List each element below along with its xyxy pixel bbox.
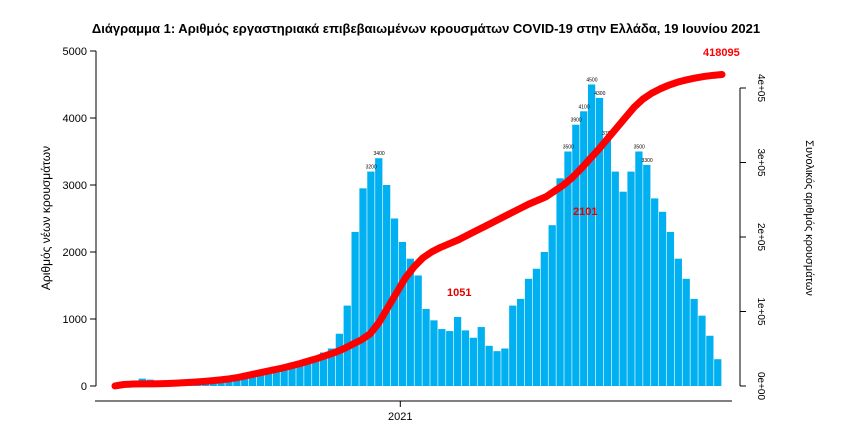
bar	[540, 252, 548, 386]
bar	[383, 185, 391, 386]
bar	[201, 383, 209, 386]
y-axis-left: 0 1000 2000 3000 4000 5000	[63, 46, 97, 393]
bar	[643, 164, 651, 386]
bar	[217, 382, 225, 386]
bar	[619, 191, 627, 386]
cumulative-line	[111, 71, 726, 390]
bar	[469, 337, 477, 386]
bar	[351, 231, 359, 386]
bar	[209, 383, 217, 386]
bar	[698, 315, 706, 386]
bar	[587, 84, 596, 386]
bar	[327, 348, 336, 386]
bar	[446, 331, 454, 386]
bar	[485, 345, 493, 386]
bar	[564, 151, 572, 386]
bar	[438, 329, 446, 386]
bar	[556, 178, 564, 386]
bar	[367, 171, 375, 386]
annotation-418095: 418095	[703, 47, 740, 59]
bar	[422, 308, 430, 386]
bar	[280, 368, 288, 386]
y-tick-label: 1000	[63, 314, 87, 326]
bar	[501, 348, 509, 386]
bar-value-label: 3400	[374, 151, 385, 157]
bar-value-label: 4500	[586, 78, 597, 84]
bar	[714, 359, 722, 386]
bar	[296, 363, 304, 386]
bar	[658, 211, 667, 386]
y2-tick-label: 3e+05	[755, 148, 766, 177]
bar	[335, 333, 343, 386]
bar-value-label: 3500	[563, 145, 574, 151]
bar	[319, 352, 328, 386]
bar	[414, 275, 422, 386]
bar	[690, 298, 698, 386]
y2-tick-label: 0e+00	[755, 372, 766, 401]
y-tick-label: 0	[81, 381, 87, 393]
cumulative-series	[111, 71, 726, 390]
bar	[398, 241, 407, 386]
bar	[651, 198, 659, 386]
bar	[580, 111, 588, 387]
bar	[249, 372, 257, 386]
bar	[595, 97, 604, 387]
bar	[312, 357, 320, 386]
bar	[406, 258, 414, 386]
bar	[548, 225, 556, 386]
y-axis-right-label: Συνολικός αριθμός κρουσμάτων	[803, 140, 815, 296]
bar	[272, 369, 280, 386]
bar-value-label: 3300	[642, 158, 653, 164]
bar	[359, 188, 367, 386]
bar-value-label: 3900	[571, 118, 582, 124]
x-tick-label: 2021	[388, 411, 412, 423]
y-tick-label: 5000	[63, 46, 87, 58]
y-axis-left-label: Αριθμός νέων κρουσμάτων	[39, 146, 53, 290]
bar-value-label: 3200	[366, 165, 377, 171]
bar-value-label: 3500	[634, 145, 645, 151]
bar	[517, 298, 525, 386]
bar	[375, 158, 383, 386]
y2-tick-label: 2e+05	[755, 223, 766, 252]
bar	[461, 330, 470, 386]
bar	[477, 327, 485, 386]
bar	[524, 278, 533, 386]
bar	[233, 377, 241, 386]
bar-series	[115, 84, 722, 387]
bar	[627, 171, 635, 386]
y-axis-right: 0e+00 1e+05 2e+05 3e+05 4e+05	[739, 74, 766, 401]
annotation-1051: 1051	[447, 287, 471, 299]
x-axis: 2021	[95, 400, 732, 423]
bar	[611, 171, 619, 386]
chart-title: Διάγραμμα 1: Αριθμός εργαστηριακά επιβεβ…	[92, 21, 760, 36]
bar	[603, 138, 611, 386]
y-tick-label: 2000	[63, 247, 87, 259]
bar	[241, 373, 249, 386]
bar	[706, 335, 714, 386]
bar	[572, 124, 580, 386]
annotation-2101: 2101	[573, 206, 597, 218]
bar	[304, 360, 312, 386]
y-tick-label: 4000	[63, 113, 87, 125]
bar	[288, 365, 296, 386]
bar	[430, 320, 438, 386]
bar	[509, 305, 517, 386]
bar	[666, 231, 675, 386]
bar	[532, 268, 541, 386]
bar-value-label: 4100	[578, 104, 589, 110]
bar	[264, 370, 273, 386]
bar	[225, 381, 233, 386]
y2-tick-label: 1e+05	[755, 297, 766, 326]
y2-tick-label: 4e+05	[755, 74, 766, 103]
bar	[493, 351, 501, 386]
bar	[453, 316, 462, 386]
bar	[682, 278, 690, 386]
bar-value-label: 4300	[594, 91, 605, 97]
bar	[256, 371, 265, 386]
bar	[635, 151, 643, 386]
y-tick-label: 3000	[63, 180, 87, 192]
bar	[674, 258, 682, 386]
